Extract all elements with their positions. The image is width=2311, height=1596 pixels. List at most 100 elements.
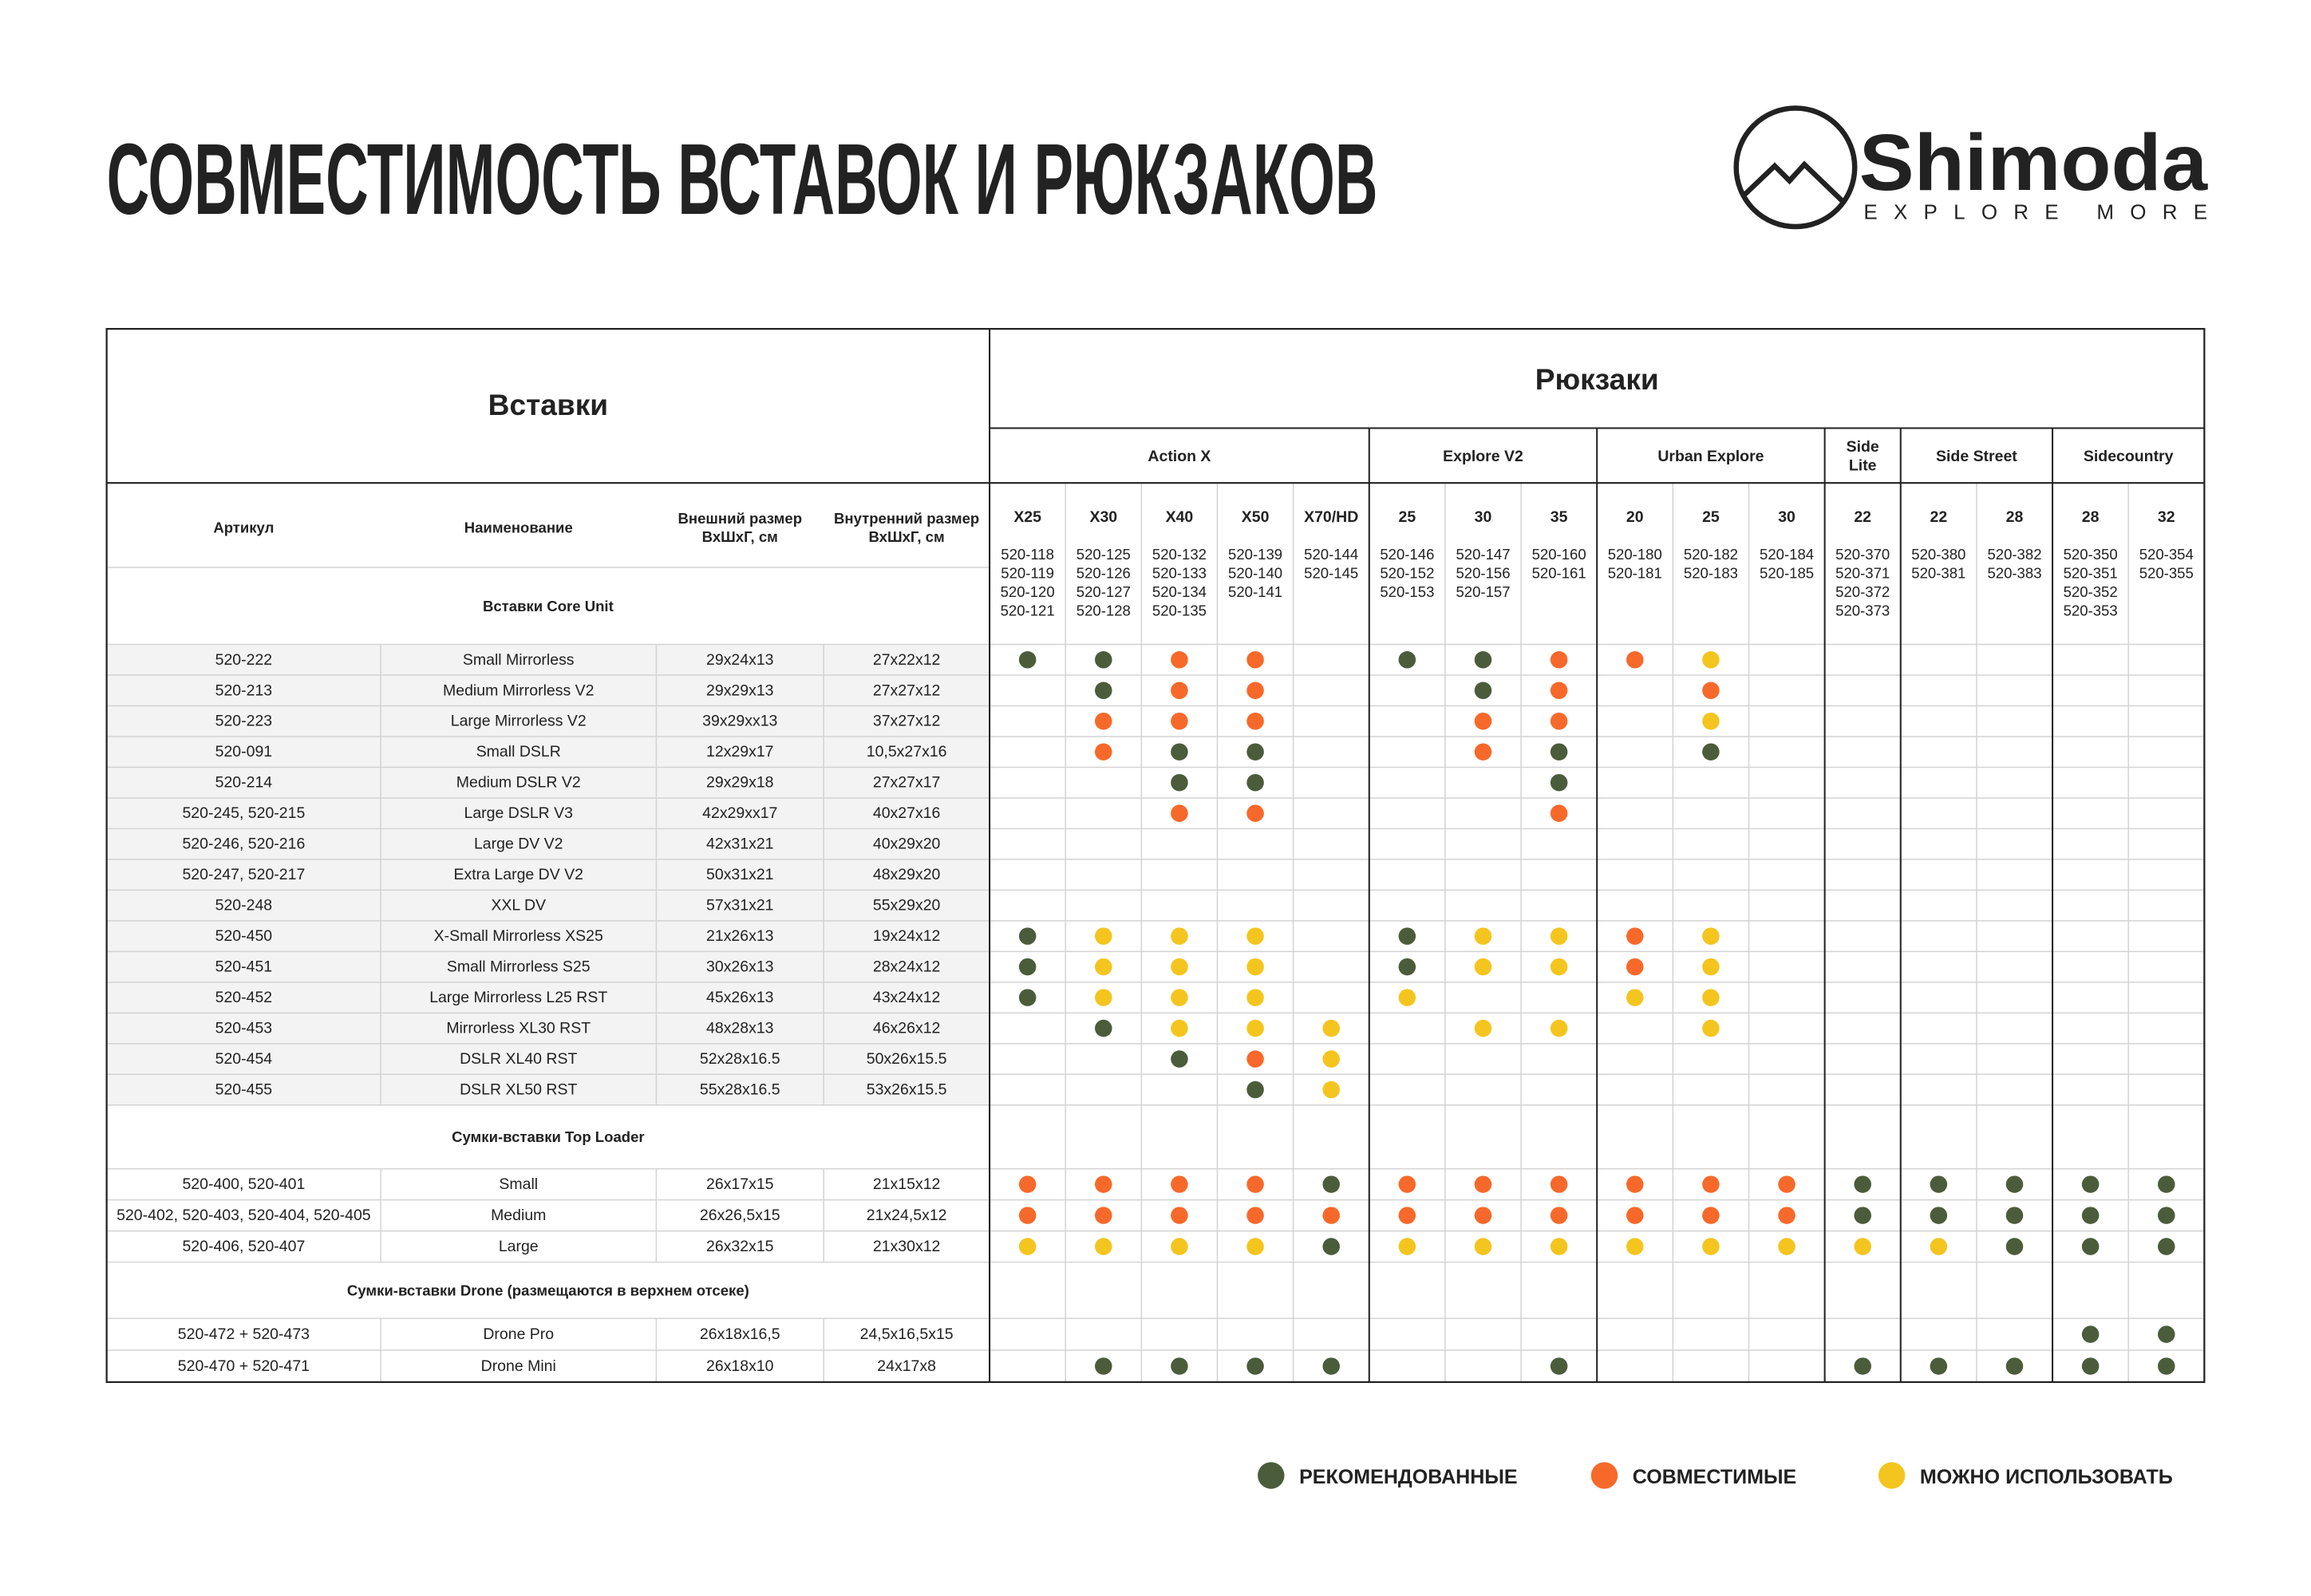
fit-dot: [1171, 651, 1188, 669]
cell-outer: 57x31x21: [706, 897, 774, 915]
fit-dot: [2005, 1357, 2024, 1375]
fit-dot: [1171, 1238, 1188, 1255]
group-header: Sidecountry: [2084, 448, 2174, 465]
cell-name: X-Small Mirrorless XS25: [434, 927, 603, 945]
cell-outer: 29x24x13: [706, 651, 774, 669]
fit-dot: [2157, 1325, 2175, 1343]
model-code: 520-355: [2139, 564, 2194, 581]
cell-outer: 12x29x17: [706, 743, 774, 760]
cell-inner: 28x24x12: [873, 958, 941, 976]
table-border: [105, 328, 2206, 1384]
fit-dot: [1018, 1175, 1037, 1193]
cell-article: 520-246, 520-216: [182, 836, 305, 853]
cell-name: Large: [499, 1238, 539, 1255]
fit-dot: [1095, 927, 1112, 945]
fit-dot: [1095, 1238, 1112, 1255]
fit-dot: [2005, 1238, 2024, 1255]
fit-dot: [1550, 1019, 1568, 1037]
fit-dot: [1095, 1019, 1112, 1037]
model-name: 35: [1551, 508, 1568, 526]
fit-dot: [1398, 651, 1416, 669]
cell-article: 520-402, 520-403, 520-404, 520-405: [117, 1207, 371, 1224]
fit-dot: [2081, 1357, 2100, 1375]
fit-dot: [1398, 1207, 1416, 1224]
legend-label: РЕКОМЕНДОВАННЫЕ: [1299, 1466, 1518, 1488]
fit-dot: [1550, 958, 1568, 976]
fit-dot: [1171, 958, 1188, 976]
fit-dot: [1246, 1080, 1264, 1099]
column-header: ВхШхГ, см: [869, 528, 945, 545]
fit-dot: [1018, 927, 1037, 945]
model-code: 520-145: [1304, 564, 1358, 581]
model-name: 30: [1778, 508, 1795, 526]
model-code: 520-181: [1608, 564, 1662, 581]
fit-dot: [1246, 1207, 1264, 1224]
fit-dot: [1626, 651, 1644, 669]
cell-inner: 21x24,5x12: [867, 1207, 947, 1224]
cell-inner: 21x15x12: [873, 1175, 941, 1193]
cell-inner: 10,5x27x16: [867, 743, 947, 760]
cell-inner: 46x26x12: [873, 1020, 941, 1037]
cell-inner: 24x17x8: [877, 1357, 936, 1375]
row-background: [106, 767, 990, 798]
cell-inner: 19x24x12: [873, 927, 941, 945]
fit-dot: [1702, 1207, 1720, 1224]
fit-dot: [1474, 958, 1492, 976]
model-code: 520-352: [2064, 583, 2118, 600]
fit-dot: [1474, 927, 1492, 945]
model-name: X30: [1089, 508, 1117, 526]
fit-dot: [1702, 1019, 1720, 1037]
cell-outer: 42x29xx17: [702, 804, 777, 822]
model-name: 20: [1626, 508, 1644, 526]
section-title: Сумки-вставки Drone (размещаются в верхн…: [347, 1282, 749, 1298]
group-header: Lite: [1849, 456, 1877, 474]
fit-dot: [1095, 958, 1112, 976]
cell-name: Drone Pro: [483, 1325, 554, 1343]
fit-dot: [1018, 1238, 1037, 1255]
model-code: 520-354: [2139, 546, 2194, 563]
row-background: [106, 859, 990, 891]
cell-inner: 43x24x12: [873, 989, 941, 1006]
group-header: Action X: [1148, 448, 1211, 465]
cell-outer: 48x28x13: [706, 1020, 774, 1037]
logo-mountains: [1741, 160, 1845, 203]
model-code: 520-146: [1380, 546, 1434, 563]
cell-name: Extra Large DV V2: [454, 866, 583, 883]
page-title: СОВМЕСТИМОСТЬ ВСТАВОК И РЮКЗАКОВ: [107, 123, 1378, 235]
legend-dot: [1258, 1462, 1285, 1489]
model-code: 520-135: [1152, 602, 1207, 619]
cell-name: Medium Mirrorless V2: [443, 681, 594, 699]
fit-dot: [1018, 958, 1037, 976]
cell-article: 520-455: [215, 1081, 273, 1099]
fit-dot: [1626, 1207, 1644, 1224]
model-name: 30: [1475, 508, 1492, 526]
fit-dot: [1398, 989, 1416, 1006]
fit-dot: [1550, 927, 1568, 945]
cell-article: 520-470 + 520-471: [178, 1357, 310, 1375]
fit-dot: [1246, 927, 1264, 945]
cell-outer: 42x31x21: [706, 836, 774, 853]
row-background: [106, 1013, 990, 1044]
fit-dot: [1702, 712, 1720, 730]
model-code: 520-182: [1684, 546, 1738, 563]
fit-dot: [1246, 681, 1264, 700]
column-header: ВхШхГ, см: [702, 528, 778, 545]
fit-dot: [1171, 712, 1188, 730]
fit-dot: [2157, 1175, 2175, 1193]
model-code: 520-128: [1076, 602, 1131, 619]
model-code: 520-160: [1532, 546, 1586, 563]
logo-name: Shimoda: [1859, 118, 2209, 207]
cell-name: Small: [499, 1175, 538, 1193]
fit-dot: [1778, 1207, 1795, 1224]
model-code: 520-141: [1228, 583, 1282, 600]
fit-dot: [1095, 1207, 1112, 1224]
fit-dot: [1398, 927, 1416, 945]
fit-dot: [1171, 743, 1188, 760]
fit-dot: [1246, 1019, 1264, 1037]
fit-dot: [1246, 958, 1264, 976]
cell-article: 520-450: [215, 927, 273, 945]
model-code: 520-140: [1228, 564, 1282, 581]
fit-dot: [1550, 1238, 1568, 1255]
cell-outer: 26x18x16,5: [700, 1325, 780, 1343]
cell-name: Small DSLR: [476, 743, 561, 760]
